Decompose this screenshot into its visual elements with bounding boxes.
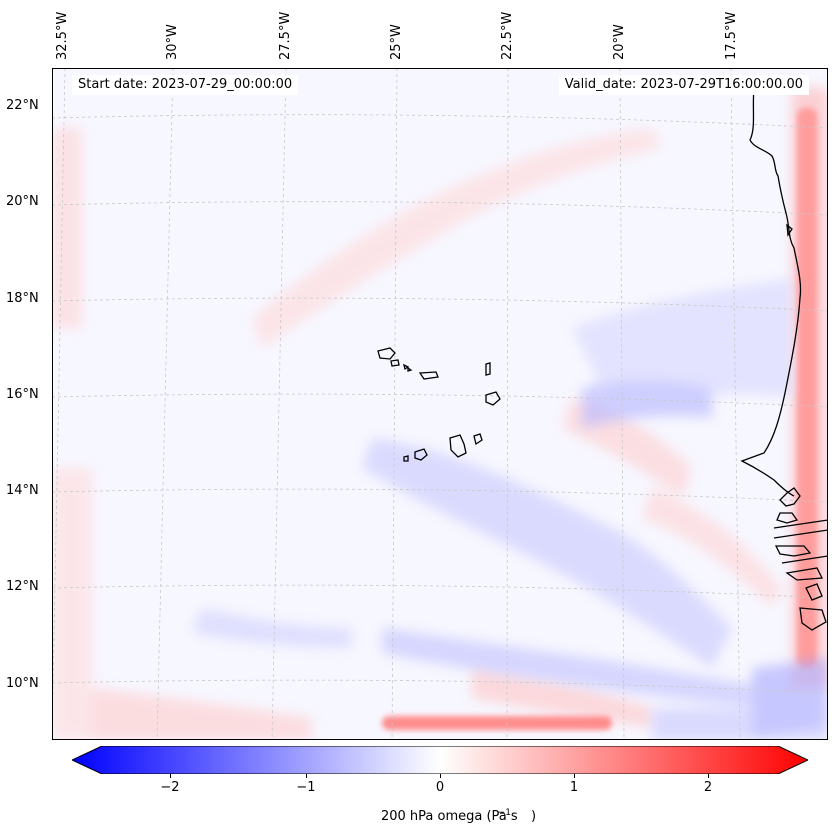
lat-label-16n: 16°N [6, 387, 39, 402]
lon-label-17-5w: 17.5°W [724, 11, 739, 60]
negative-omega-patches [192, 278, 828, 740]
colorbar-tick-label: 0 [435, 780, 445, 795]
colorbar-tick-label: 1 [569, 780, 579, 795]
lat-label-12n: 12°N [6, 579, 39, 594]
lat-label-22n: 22°N [6, 98, 39, 113]
lat-label-20n: 20°N [6, 194, 39, 209]
lat-label-14n: 14°N [6, 483, 39, 498]
coastline [740, 87, 828, 631]
lon-label-25w: 25°W [389, 24, 404, 60]
colorbar [72, 746, 808, 774]
lon-label-32-5w: 32.5°W [55, 11, 70, 60]
map-plot-area[interactable] [52, 68, 828, 740]
colorbar-tickmark [440, 774, 441, 778]
colorbar-tick-label: −1 [296, 780, 316, 795]
colorbar-tickmark [170, 774, 171, 778]
lon-label-22-5w: 22.5°W [500, 11, 515, 60]
strong-positive-band [382, 108, 817, 730]
lon-label-27-5w: 27.5°W [278, 11, 293, 60]
colorbar-tick-label: −2 [160, 780, 180, 795]
valid-date-label: Valid_date: 2023-07-29T16:00:00.00 [558, 75, 809, 95]
colorbar-tickmark [574, 774, 575, 778]
colorbar-tick-label: 2 [703, 780, 713, 795]
omega-field [52, 68, 828, 740]
cape-verde-islands [377, 347, 501, 462]
colorbar-tickmark [306, 774, 307, 778]
lat-label-18n: 18°N [6, 291, 39, 306]
start-date-label: Start date: 2023-07-29_00:00:00 [72, 75, 299, 95]
colorbar-tickmark [708, 774, 709, 778]
lat-label-10n: 10°N [6, 676, 39, 691]
lon-label-30w: 30°W [165, 24, 180, 60]
lon-label-20w: 20°W [612, 24, 627, 60]
colorbar-label: 200 hPa omega (Pa s−1) [380, 808, 537, 825]
graticule [52, 68, 828, 740]
